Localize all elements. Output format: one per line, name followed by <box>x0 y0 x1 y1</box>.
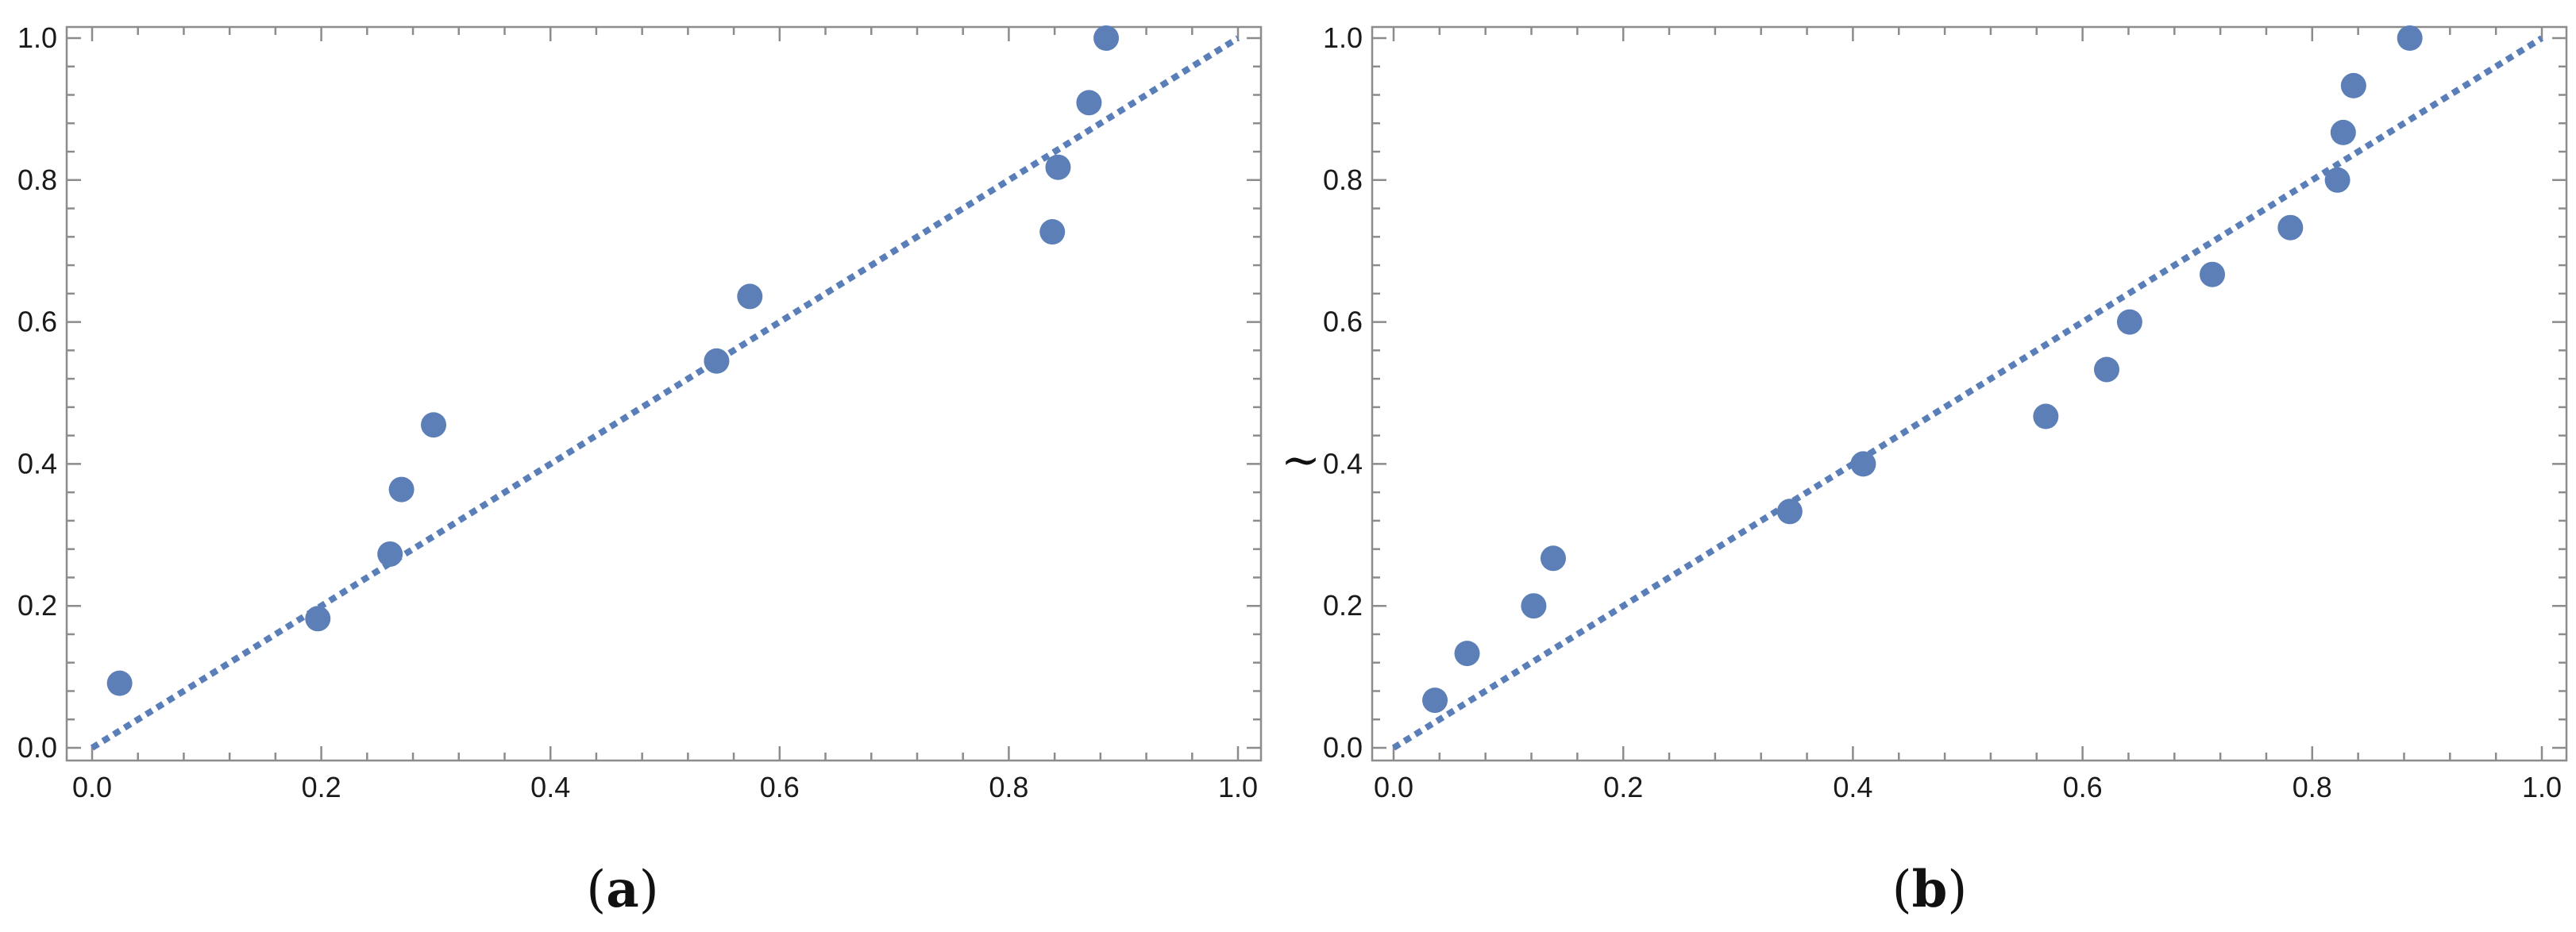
data-point <box>106 670 133 696</box>
data-point <box>2397 25 2423 51</box>
x-tick-label: 0.8 <box>989 771 1028 803</box>
x-tick-label: 0.0 <box>1374 771 1413 803</box>
data-point <box>1422 687 1448 714</box>
tilde-mark: ~ <box>1281 433 1321 488</box>
x-tick-label: 0.2 <box>1603 771 1643 803</box>
data-point <box>2330 119 2356 145</box>
y-tick-label: 0.2 <box>1323 589 1363 622</box>
data-point <box>1076 90 1102 116</box>
x-tick-label: 0.8 <box>2293 771 2332 803</box>
x-tick-label: 1.0 <box>1218 771 1258 803</box>
data-point <box>2277 214 2304 241</box>
data-point <box>388 476 415 503</box>
data-point <box>1850 451 1876 477</box>
panel-label: (b) <box>1892 860 1968 919</box>
plot-frame <box>65 25 1263 762</box>
plot-frame <box>1371 25 2568 762</box>
y-tick-label: 0.4 <box>1323 447 1363 479</box>
data-point <box>1045 154 1071 180</box>
data-point <box>1039 219 1066 245</box>
x-tick-label: 0.4 <box>530 771 570 803</box>
data-point <box>2340 72 2366 98</box>
data-point <box>1521 593 1547 619</box>
data-point <box>1540 545 1566 572</box>
data-point <box>421 412 447 438</box>
x-tick-label: 0.4 <box>1833 771 1872 803</box>
y-tick-label: 0.6 <box>1323 306 1363 338</box>
x-tick-label: 1.0 <box>2522 771 2562 803</box>
x-tick-label: 0.6 <box>2063 771 2103 803</box>
x-tick-label: 0.0 <box>72 771 112 803</box>
y-tick-label: 0.0 <box>17 731 57 764</box>
panel-a: 0.0 0.2 0.4 0.6 0.8 1.0 0.0 0.2 0.4 0.6 0.8 1.0 (a) <box>17 21 1263 919</box>
y-tick-label: 1.0 <box>1323 21 1363 54</box>
y-tick-label: 0.2 <box>17 589 57 622</box>
y-tick-label: 0.8 <box>17 164 57 196</box>
x-tick-label: 0.2 <box>302 771 341 803</box>
panel-b: 0.0 0.2 0.4 0.6 0.8 1.0 0.0 0.2 0.4 0.6 0.8 1.0 (b) ~ <box>1281 21 2568 919</box>
y-tick-label: 0.6 <box>17 306 57 338</box>
y-tick-label: 0.4 <box>17 447 57 479</box>
reference-line <box>90 35 1240 751</box>
reference-line <box>1391 35 2544 751</box>
y-tick-label: 1.0 <box>17 21 57 54</box>
data-point <box>1093 25 1120 51</box>
data-point <box>1454 641 1480 667</box>
x-tick-label: 0.6 <box>760 771 800 803</box>
data-point <box>377 541 403 567</box>
data-point <box>2033 403 2059 429</box>
data-point <box>737 283 763 310</box>
data-point <box>2199 261 2225 287</box>
panel-label: (a) <box>586 860 658 919</box>
data-point <box>305 606 331 632</box>
data-point <box>1776 499 1803 525</box>
y-tick-label: 0.8 <box>1323 164 1363 196</box>
data-point <box>2116 309 2142 335</box>
data-point <box>704 348 730 374</box>
y-tick-label: 0.0 <box>1323 731 1363 764</box>
data-point <box>2093 356 2119 383</box>
data-point <box>2324 167 2350 193</box>
